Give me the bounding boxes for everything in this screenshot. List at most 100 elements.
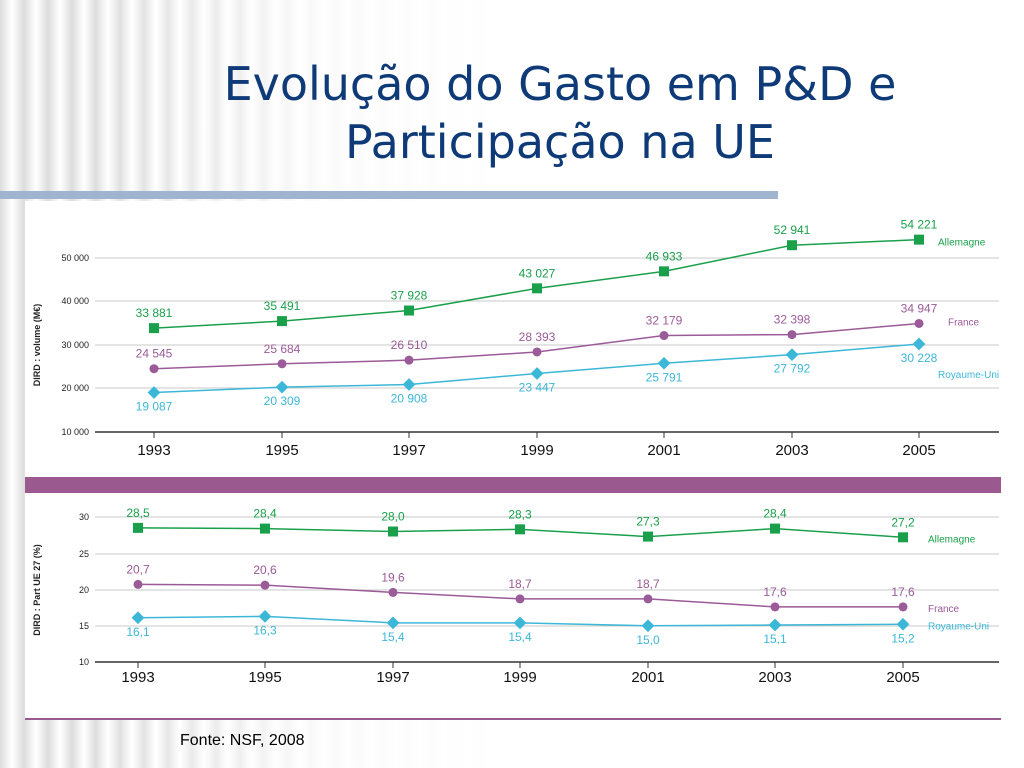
chart1-xtick-label: 2005: [902, 442, 935, 459]
chart1-ytick-label: 40 000: [61, 296, 89, 306]
chart1-point-france: [532, 347, 542, 357]
chart2-xtick-label: 2001: [631, 669, 664, 686]
chart2-point-germany: [770, 523, 780, 534]
chart2-data-label-uk: 15,2: [891, 631, 915, 645]
chart2-point-uk: [896, 617, 910, 631]
chart2-legend-label-france: France: [928, 604, 960, 615]
chart2-point-france: [260, 580, 270, 590]
chart2-point-france: [770, 602, 780, 612]
chart1-point-uk: [402, 378, 416, 391]
chart2-point-germany: [133, 522, 143, 533]
chart1-point-uk: [912, 337, 926, 351]
chart1-xtick-label: 1999: [520, 442, 553, 459]
chart1-data-label-uk: 20 908: [391, 392, 428, 406]
chart2-point-uk: [641, 619, 655, 633]
chart1-point-uk: [657, 356, 671, 370]
chart1-data-label-germany: 37 928: [391, 289, 428, 303]
chart1-legend-label-france: France: [948, 317, 980, 328]
title-line-1: Evolução do Gasto em P&D e: [223, 57, 897, 111]
chart1-point-uk: [275, 380, 289, 394]
chart-bottom-line: [25, 718, 1001, 720]
chart2-ytick-label: 30: [79, 512, 89, 522]
chart2-xtick-label: 2003: [758, 669, 791, 686]
chart1-ytick-label: 10 000: [61, 427, 89, 437]
chart1-point-uk: [530, 367, 544, 380]
slide-title: Evolução do Gasto em P&D e Participação …: [140, 55, 980, 171]
chart1-data-label-france: 25 684: [264, 342, 301, 356]
chart2-legend-label-germany: Allemagne: [928, 534, 976, 545]
chart1-legend-label-germany: Allemagne: [938, 238, 986, 249]
chart1-legend-label-uk: Royaume-Uni: [938, 370, 999, 381]
chart2-ytick-label: 10: [79, 657, 89, 667]
chart2-point-germany: [515, 524, 525, 535]
chart2-xtick-label: 2005: [886, 669, 919, 686]
chart1-point-germany: [277, 316, 287, 327]
chart1-point-france: [149, 364, 159, 374]
chart2-point-germany: [643, 531, 653, 542]
chart2-point-france: [643, 594, 653, 604]
chart2-data-label-uk: 15,4: [508, 630, 532, 644]
chart2-data-label-germany: 27,2: [891, 515, 915, 529]
chart2-point-germany: [388, 526, 398, 537]
chart1-data-label-germany: 35 491: [264, 299, 301, 313]
chart2-data-label-germany: 28,5: [126, 506, 150, 520]
chart1-point-germany: [532, 283, 542, 294]
chart2-y-axis-title: DIRD : Part UE 27 (%): [32, 544, 42, 636]
chart2-ytick-label: 20: [79, 585, 89, 595]
chart-separator-band: [25, 477, 1001, 493]
chart2-xtick-label: 1993: [121, 669, 154, 686]
chart2-data-label-germany: 27,3: [636, 515, 660, 529]
chart2-data-label-france: 18,7: [636, 577, 660, 591]
chart1-data-label-germany: 52 941: [774, 223, 811, 237]
chart1-point-france: [277, 359, 287, 369]
chart2-xtick-label: 1999: [503, 669, 536, 686]
chart1-xtick-label: 1993: [137, 442, 170, 459]
chart2-data-label-france: 17,6: [763, 585, 787, 599]
chart1-data-label-germany: 46 933: [646, 249, 683, 263]
chart1-point-france: [914, 318, 924, 328]
chart1-data-label-uk: 20 309: [264, 394, 301, 408]
chart2-data-label-germany: 28,0: [381, 510, 405, 524]
chart1-data-label-france: 34 947: [901, 301, 938, 315]
chart2-point-uk: [131, 611, 145, 625]
chart2-point-uk: [513, 616, 527, 630]
chart2-data-label-uk: 15,4: [381, 630, 405, 644]
chart1-point-france: [787, 330, 797, 340]
chart1-data-label-france: 32 179: [646, 314, 683, 328]
chart2-xtick-label: 1997: [376, 669, 409, 686]
chart2-data-label-uk: 15,1: [763, 632, 787, 646]
chart1-point-germany: [787, 240, 797, 251]
chart2-data-label-uk: 15,0: [636, 633, 660, 647]
chart1-data-label-uk: 27 792: [774, 362, 811, 376]
chart2-data-label-france: 17,6: [891, 585, 915, 599]
title-line-2: Participação na UE: [345, 115, 775, 169]
chart1-point-uk: [147, 386, 161, 399]
chart2-data-label-germany: 28,4: [253, 507, 277, 521]
chart2-data-label-uk: 16,3: [253, 623, 277, 637]
chart1-xtick-label: 1997: [392, 442, 425, 459]
chart1-xtick-label: 1995: [265, 442, 298, 459]
chart2-point-germany: [898, 532, 908, 543]
chart2-legend-label-uk: Royaume-Uni: [928, 621, 989, 632]
chart1-point-germany: [914, 234, 924, 245]
chart1-ytick-label: 50 000: [61, 253, 89, 263]
chart2-data-label-france: 19,6: [381, 570, 405, 584]
chart2-data-label-uk: 16,1: [126, 625, 150, 639]
chart1-data-label-germany: 43 027: [519, 266, 556, 280]
chart1-point-germany: [149, 323, 159, 334]
chart1-point-germany: [659, 266, 669, 277]
chart2-point-uk: [768, 618, 782, 632]
chart1-data-label-uk: 25 791: [646, 370, 683, 384]
chart1-point-uk: [785, 348, 799, 361]
chart2-point-germany: [260, 523, 270, 534]
chart1-y-axis-title: DIRD : volume (M€): [32, 304, 42, 387]
chart2-ytick-label: 25: [79, 549, 89, 559]
chart1-data-label-france: 32 398: [774, 313, 811, 327]
chart1-ytick-label: 20 000: [61, 383, 89, 393]
chart2-data-label-france: 20,7: [126, 562, 150, 576]
chart2-data-label-germany: 28,4: [763, 507, 787, 521]
source-note: Fonte: NSF, 2008: [180, 732, 305, 749]
chart1-point-germany: [404, 305, 414, 316]
chart2-point-france: [133, 579, 143, 589]
chart1-xtick-label: 2003: [775, 442, 808, 459]
